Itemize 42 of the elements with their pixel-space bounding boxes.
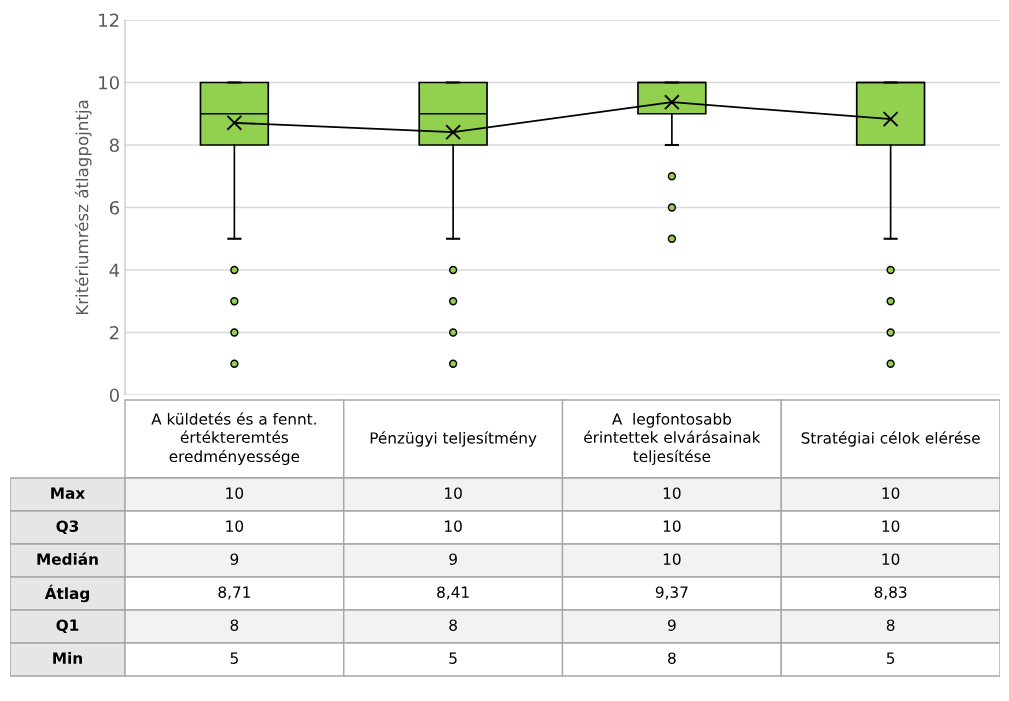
text: 10 bbox=[663, 553, 681, 565]
text: 10 bbox=[445, 520, 462, 532]
y-tick-label: 4 bbox=[109, 263, 120, 277]
y-tick-label: 2 bbox=[109, 325, 119, 340]
text: 5 bbox=[230, 652, 238, 664]
text: 10 bbox=[882, 553, 900, 565]
y-tick-label: 12 bbox=[99, 13, 119, 27]
text: Átlag bbox=[44, 584, 90, 603]
x-tick-label: A legfontosabb érintettek elvárásainak teljesítése bbox=[584, 412, 761, 466]
text: 10 bbox=[226, 520, 244, 532]
text: 10 bbox=[663, 487, 681, 499]
text: 9 bbox=[230, 553, 239, 565]
text: 9 bbox=[667, 619, 676, 631]
y-axis-title: Kritériumrész átlagpojntja bbox=[74, 100, 92, 315]
text: 8,41 bbox=[437, 586, 469, 600]
text: 5 bbox=[886, 652, 895, 664]
text: 8,83 bbox=[874, 586, 907, 600]
y-tick-label: 0 bbox=[109, 388, 119, 403]
text: 8,71 bbox=[218, 586, 250, 600]
y-tick-label: 6 bbox=[109, 200, 119, 215]
text: 9,37 bbox=[655, 586, 688, 600]
text: 8 bbox=[230, 619, 239, 631]
text: 8 bbox=[668, 652, 676, 664]
x-tick-label: Pénzügyi teljesítmény bbox=[370, 431, 537, 447]
x-tick-label: A küldetés és a fennt. értékteremtés eredményessége bbox=[151, 412, 316, 466]
y-tick-label: 8 bbox=[109, 138, 119, 153]
text: Q1 bbox=[56, 619, 79, 633]
y-tick-label: 10 bbox=[99, 75, 119, 90]
text: 8 bbox=[886, 619, 895, 631]
text: 5 bbox=[449, 652, 457, 664]
text: 10 bbox=[663, 520, 681, 532]
text: Max bbox=[51, 487, 85, 499]
x-tick-label: Stratégiai célok elérése bbox=[801, 431, 980, 447]
text: Medián bbox=[37, 552, 98, 565]
text: 10 bbox=[445, 487, 462, 499]
text: 8 bbox=[449, 619, 457, 631]
text: 9 bbox=[449, 553, 457, 565]
text: 10 bbox=[882, 487, 900, 499]
text: Min bbox=[53, 652, 82, 664]
text: 10 bbox=[882, 520, 900, 532]
text: 10 bbox=[226, 487, 244, 499]
text: Q3 bbox=[56, 520, 79, 534]
